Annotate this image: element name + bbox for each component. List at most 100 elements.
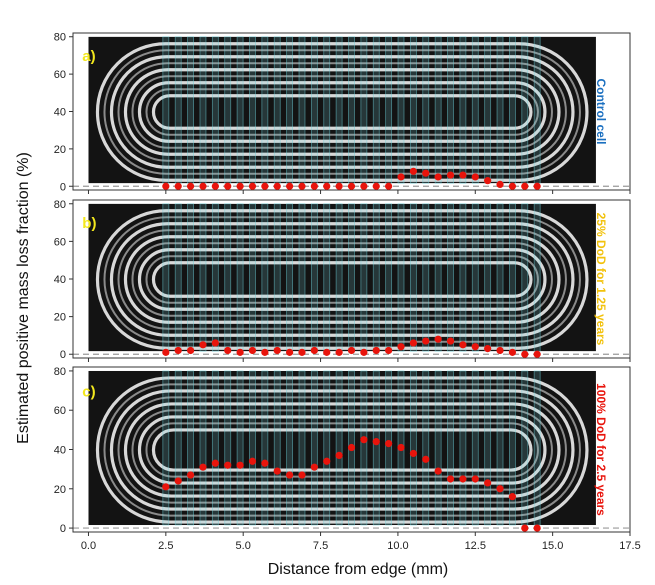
data-point [162, 182, 170, 190]
data-point [310, 346, 318, 355]
data-point [471, 343, 479, 351]
data-point [261, 348, 269, 356]
y-tick-label: 60 [54, 69, 66, 81]
data-point [186, 471, 195, 479]
data-point [174, 182, 182, 190]
data-point [360, 182, 368, 190]
y-tick-label: 40 [54, 445, 66, 457]
data-point [409, 339, 417, 347]
data-point [459, 475, 467, 483]
data-point [335, 451, 343, 459]
data-point [508, 182, 517, 190]
data-point [211, 459, 219, 467]
data-point [471, 475, 479, 483]
y-tick-label: 20 [54, 312, 66, 324]
y-tick-label: 80 [54, 32, 66, 44]
data-point [224, 461, 232, 469]
data-point [422, 337, 430, 345]
x-tick-label: 0.0 [81, 540, 96, 552]
y-tick-label: 40 [54, 107, 66, 119]
data-point [286, 348, 294, 356]
panels: 0 20 40 60 80 a) Control cell 0 20 40 60 80 b) 25% Do… [54, 32, 641, 552]
data-point [409, 167, 417, 175]
data-point [174, 477, 182, 485]
x-tick-label: 17.5 [619, 540, 640, 552]
sampling-bands [162, 36, 541, 184]
x-tick-label: 2.5 [158, 540, 173, 552]
y-tick-label: 60 [54, 405, 66, 417]
x-tick-label: 15.0 [542, 540, 563, 552]
data-point [298, 182, 306, 190]
data-point [162, 348, 170, 356]
sampling-bands [162, 370, 541, 526]
data-point [248, 457, 257, 465]
data-point [261, 459, 269, 467]
panel-label: a) [82, 48, 95, 65]
data-point [298, 471, 306, 479]
x-tick-label: 10.0 [387, 540, 408, 552]
panel-label: c) [82, 383, 95, 400]
data-point [347, 443, 356, 452]
data-point [360, 436, 368, 444]
y-tick-label: 0 [60, 349, 66, 361]
data-point [521, 350, 529, 358]
panel-3: 0 20 40 60 80 c) 100% DoD for 2.5 years [54, 366, 631, 536]
data-point [385, 440, 393, 448]
data-point [248, 346, 257, 355]
data-point [162, 483, 170, 491]
y-tick-label: 20 [54, 144, 66, 156]
data-point [286, 182, 294, 190]
data-point [335, 348, 343, 356]
data-point [347, 182, 356, 190]
x-axis-title: Distance from edge (mm) [268, 561, 449, 578]
data-point [385, 182, 393, 190]
panel-1: 0 20 40 60 80 a) Control cell [54, 32, 631, 194]
data-point [360, 348, 368, 356]
y-tick-label: 40 [54, 274, 66, 286]
condition-label: 25% DoD for 1.25 years [594, 213, 608, 346]
y-tick-label: 80 [54, 199, 66, 211]
data-point [323, 348, 331, 356]
y-tick-label: 0 [60, 181, 66, 193]
data-point [434, 335, 442, 343]
data-point [459, 171, 467, 179]
condition-label: Control cell [594, 78, 608, 144]
y-axis-title: Estimated positive mass loss fraction (%… [15, 152, 32, 444]
data-point [236, 348, 244, 356]
data-point [273, 182, 281, 190]
data-point [286, 471, 294, 479]
data-point [236, 461, 244, 469]
data-point [533, 182, 541, 190]
data-point [174, 346, 182, 355]
data-point [533, 350, 541, 358]
x-tick-label: 7.5 [313, 540, 328, 552]
data-point [224, 182, 232, 190]
data-point [298, 348, 306, 356]
data-point [471, 173, 479, 181]
data-point [496, 346, 504, 355]
x-tick-label: 12.5 [465, 540, 486, 552]
data-point [372, 438, 380, 446]
data-point [397, 343, 405, 351]
data-point [484, 344, 492, 353]
data-point [434, 173, 442, 181]
x-tick-label: 5.0 [236, 540, 251, 552]
data-point [521, 182, 529, 190]
data-point [484, 479, 492, 487]
condition-label: 100% DoD for 2.5 years [594, 383, 608, 516]
data-point [211, 182, 219, 190]
data-point [347, 346, 356, 355]
data-point [508, 348, 517, 356]
data-point [248, 182, 257, 190]
data-point [397, 173, 405, 181]
data-point [484, 177, 492, 185]
data-point [273, 346, 281, 355]
y-tick-label: 0 [60, 523, 66, 535]
data-point [385, 346, 393, 355]
data-point [310, 463, 318, 471]
data-point [335, 182, 343, 190]
data-point [273, 467, 281, 475]
data-point [422, 455, 430, 463]
data-point [459, 341, 467, 349]
